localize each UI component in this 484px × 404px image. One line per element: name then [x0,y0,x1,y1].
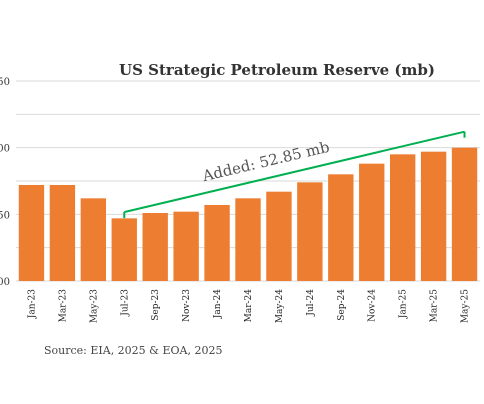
y-tick-label: 450 [0,77,10,88]
bar-Jan-25 [389,154,416,281]
x-tick-label: Jan-24 [213,289,223,320]
x-tick-label: Sep-24 [337,289,347,321]
bar-Jul-23 [111,218,137,281]
x-tick-label: Nov-24 [368,289,378,322]
bar-Jul-24 [297,182,323,281]
chart-title: US Strategic Petroleum Reserve (mb) [119,61,435,79]
x-tick-label: Jul-23 [120,289,130,317]
bar-Nov-24 [359,163,385,281]
x-tick-label: May-24 [275,289,285,323]
bar-Sep-24 [328,174,354,281]
x-tick-label: Nov-23 [182,289,192,322]
bar-Jan-23 [18,185,45,281]
x-tick-label: Mar-24 [244,289,254,323]
y-tick-label: 350 [0,210,10,221]
y-tick-labels: 300 350 400 450 [0,77,10,288]
bar-Mar-24 [235,198,261,281]
annotation-line [124,130,465,214]
bar-May-24 [266,191,292,281]
bar-Mar-23 [49,185,76,281]
source-note: Source: EIA, 2025 & EOA, 2025 [44,344,222,357]
bar-May-23 [80,198,107,281]
x-tick-label: Jan-23 [27,289,37,320]
bar-Mar-25 [420,151,447,281]
x-tick-label: May-25 [461,289,471,323]
x-tick-label: Mar-23 [58,289,68,323]
x-tick-labels: Jan-23 Mar-23 May-23 Jul-23 Sep-23 Nov-23 Jan-… [27,289,470,323]
x-tick-label: Mar-25 [430,289,440,323]
x-tick-label: Jan-25 [399,289,409,320]
x-tick-label: May-23 [89,289,99,323]
x-tick-label: Jul-24 [306,289,316,317]
bar-Jan-24 [204,205,230,281]
x-tick-label: Sep-23 [151,289,161,321]
y-tick-label: 300 [0,277,10,288]
y-tick-label: 400 [0,144,10,155]
bar-Nov-23 [173,211,199,281]
bars [18,147,478,281]
bar-May-25 [451,147,478,281]
bar-Sep-23 [142,213,168,281]
